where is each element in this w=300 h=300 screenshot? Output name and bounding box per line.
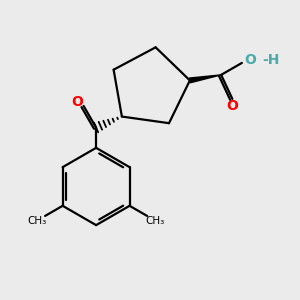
Text: -H: -H: [262, 53, 280, 67]
Text: CH₃: CH₃: [146, 215, 165, 226]
Text: O: O: [71, 95, 83, 109]
Text: O: O: [226, 98, 238, 112]
Text: O: O: [244, 53, 256, 67]
Polygon shape: [190, 75, 221, 83]
Text: CH₃: CH₃: [28, 215, 47, 226]
